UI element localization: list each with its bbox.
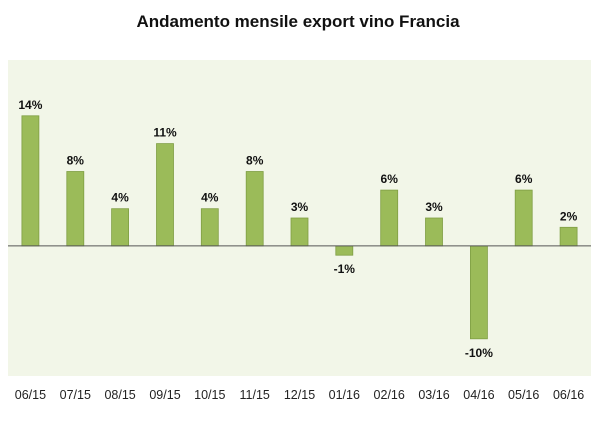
bar-series	[21, 115, 578, 340]
data-labels: 14% 8% 4% 11% 4% 8% 3% -1% 6% 3% -10% 6% 2%	[18, 98, 577, 360]
bar-01-16	[335, 245, 354, 256]
x-tick-03-16: 03/16	[418, 388, 449, 402]
data-label-06-16: 2%	[560, 209, 578, 223]
data-label-10-15: 4%	[201, 191, 219, 205]
data-label-07-15: 8%	[67, 154, 85, 168]
x-tick-02-16: 02/16	[374, 388, 405, 402]
x-tick-04-16: 04/16	[463, 388, 494, 402]
x-tick-08-15: 08/15	[104, 388, 135, 402]
data-label-11-15: 8%	[246, 154, 264, 168]
data-label-01-16: -1%	[334, 262, 356, 276]
x-axis-tick-labels: 06/15 07/15 08/15 09/15 10/15 11/15 12/15 01/16…	[15, 388, 585, 402]
x-tick-10-15: 10/15	[194, 388, 225, 402]
x-tick-05-16: 05/16	[508, 388, 539, 402]
x-tick-06-15: 06/15	[15, 388, 46, 402]
data-label-05-16: 6%	[515, 172, 533, 186]
bar-10-15	[200, 208, 219, 247]
bar-09-15	[156, 143, 174, 247]
x-tick-06-16: 06/16	[553, 388, 584, 402]
data-label-09-15: 11%	[153, 126, 177, 140]
bar-05-16	[514, 189, 533, 247]
x-tick-09-15: 09/15	[149, 388, 180, 402]
data-label-08-15: 4%	[111, 191, 129, 205]
bar-07-15	[66, 171, 85, 247]
data-label-04-16: -10%	[465, 346, 493, 360]
chart-title: Andamento mensile export vino Francia	[136, 12, 460, 31]
bar-11-15	[245, 171, 264, 247]
data-label-12-15: 3%	[291, 200, 309, 214]
bar-12-15	[290, 217, 309, 247]
bar-08-15	[111, 208, 129, 247]
x-tick-12-15: 12/15	[284, 388, 315, 402]
bar-04-16	[469, 245, 488, 340]
bar-06-15	[21, 115, 40, 247]
x-tick-07-15: 07/15	[60, 388, 91, 402]
bar-02-16	[380, 189, 399, 247]
bar-03-16	[425, 217, 443, 247]
bar-06-16	[559, 226, 578, 247]
x-tick-01-16: 01/16	[329, 388, 360, 402]
data-label-06-15: 14%	[18, 98, 42, 112]
data-label-02-16: 6%	[381, 172, 399, 186]
data-label-03-16: 3%	[425, 200, 443, 214]
x-tick-11-15: 11/15	[240, 388, 270, 402]
